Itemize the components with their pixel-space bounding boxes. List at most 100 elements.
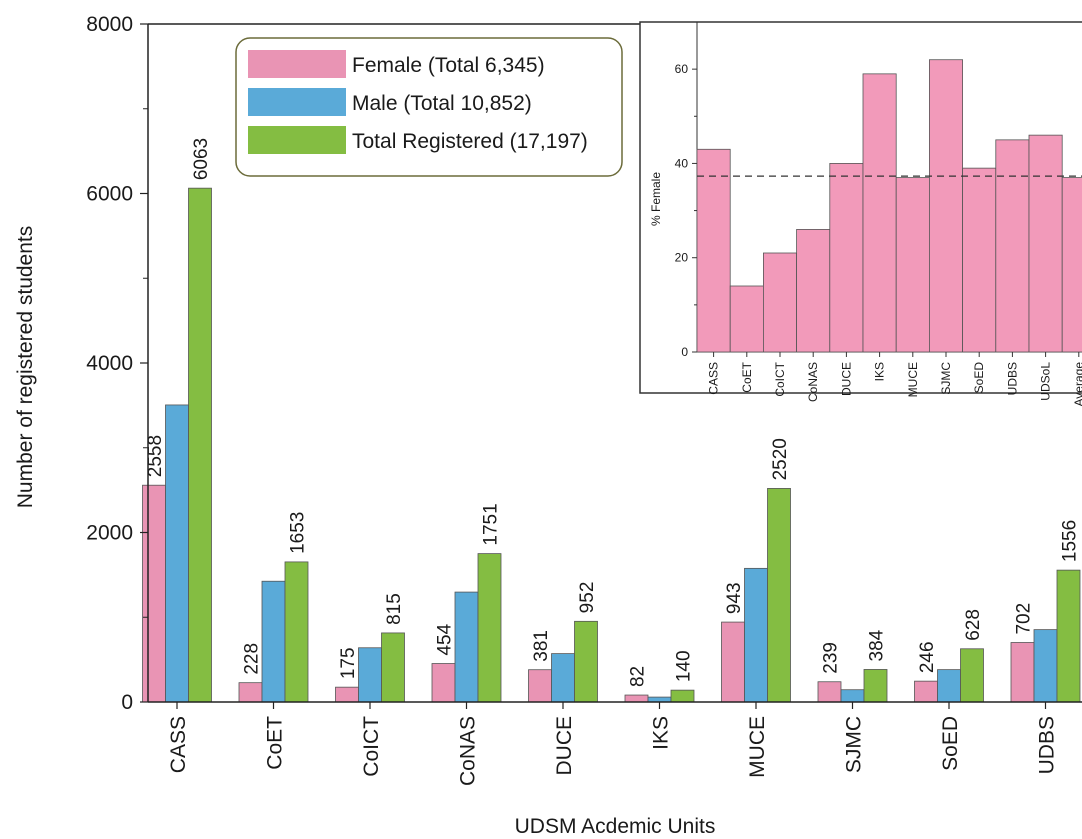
legend-label-2: Total Registered (17,197) — [352, 130, 588, 153]
y-tick-label-2000: 2000 — [86, 522, 133, 545]
bar-female-soed — [914, 680, 938, 703]
data-label-female-duce: 381 — [531, 630, 552, 662]
y-axis-title: Number of registered students — [14, 226, 37, 508]
bar-male-duce — [551, 653, 575, 703]
bar-female-iks — [624, 694, 649, 703]
inset-bar-sjmc — [929, 59, 964, 353]
data-label-female-udbs: 702 — [1014, 603, 1035, 635]
inset-x-tick-label-soed: SoED — [972, 362, 986, 394]
bar-male-coet — [261, 580, 286, 703]
x-tick-label-muce: MUCE — [746, 716, 769, 778]
x-tick-label-udbs: UDBS — [1036, 716, 1059, 774]
bar-male-sjmc — [840, 689, 865, 703]
bar-male-conas — [454, 591, 479, 703]
bar-female-muce — [721, 621, 745, 703]
bar-total-sjmc — [863, 669, 888, 703]
x-tick-label-conas: CoNAS — [457, 716, 480, 786]
inset-x-tick-label-udsol: UDSoL — [1039, 362, 1053, 401]
data-label-total-conas: 1751 — [481, 503, 502, 545]
data-label-total-muce: 2520 — [770, 438, 791, 480]
inset-bar-soed — [962, 167, 997, 353]
data-label-female-iks: 82 — [628, 666, 649, 687]
inset-x-tick-label-coict: CoICT — [773, 361, 787, 396]
y-tick-label-4000: 4000 — [86, 352, 133, 375]
bar-male-cass — [165, 404, 189, 703]
data-label-total-iks: 140 — [674, 650, 695, 682]
bar-female-conas — [431, 663, 456, 703]
inset-x-tick-label-cass: CASS — [707, 362, 721, 395]
inset-bar-average — [1061, 177, 1082, 353]
inset-x-tick-label-sjmc: SJMC — [939, 362, 953, 395]
inset-bar-muce — [895, 177, 930, 353]
inset-y-tick-label-40: 40 — [675, 156, 689, 170]
bar-male-muce — [744, 567, 768, 703]
inset-y-axis-title: % Female — [649, 172, 663, 226]
data-label-female-sjmc: 239 — [821, 642, 842, 674]
data-label-total-sjmc: 384 — [867, 629, 888, 661]
legend: Female (Total 6,345) Male (Total 10,852) T… — [235, 37, 623, 177]
data-label-female-muce: 943 — [724, 582, 745, 614]
bar-total-conas — [477, 553, 502, 703]
inset-x-tick-label-duce: DUCE — [839, 362, 853, 396]
bar-total-duce — [574, 620, 598, 703]
bar-total-coet — [284, 561, 309, 703]
bar-female-sjmc — [817, 681, 842, 703]
data-label-total-soed: 628 — [963, 609, 984, 641]
inset-bar-udsol — [1028, 134, 1063, 353]
bar-male-soed — [937, 669, 961, 703]
inset-x-tick-label-average: Average — [1072, 362, 1082, 407]
bar-total-soed — [960, 648, 984, 703]
x-tick-label-iks: IKS — [650, 716, 673, 750]
x-axis-title: UDSM Acdemic Units — [515, 815, 716, 838]
bar-female-cass — [142, 484, 166, 703]
bar-female-coet — [238, 682, 263, 703]
inset-x-tick-label-muce: MUCE — [906, 362, 920, 397]
data-label-total-duce: 952 — [577, 582, 598, 614]
y-tick-label-8000: 8000 — [86, 13, 133, 36]
data-label-female-soed: 246 — [917, 641, 938, 673]
bar-male-coict — [358, 647, 382, 703]
inset-x-tick-label-iks: IKS — [873, 362, 887, 381]
bar-male-udbs — [1033, 629, 1058, 703]
x-tick-label-coict: CoICT — [360, 716, 383, 777]
data-label-total-udbs: 1556 — [1060, 520, 1081, 562]
main-axes: CASS CoET CoICT CoNAS DUCE IKS MUCE SJMC SoED UDB… — [86, 13, 1082, 786]
inset-y-tick-label-0: 0 — [681, 345, 688, 359]
bar-female-coict — [335, 686, 359, 703]
inset-bar-iks — [862, 73, 897, 353]
bar-total-coict — [381, 632, 405, 703]
bar-total-cass — [188, 187, 212, 703]
data-label-female-coet: 228 — [242, 643, 263, 675]
inset-bar-duce — [829, 163, 864, 353]
data-label-total-coict: 815 — [384, 593, 405, 625]
legend-swatch-2 — [248, 126, 346, 154]
x-tick-label-duce: DUCE — [553, 716, 576, 776]
data-label-female-coict: 175 — [338, 647, 359, 679]
inset-bar-udbs — [995, 139, 1030, 353]
data-label-female-cass: 2558 — [145, 435, 166, 477]
legend-swatch-1 — [248, 88, 346, 116]
y-tick-label-0: 0 — [121, 691, 133, 714]
inset-bar-cass — [696, 148, 731, 353]
inset-bar-coict — [763, 252, 798, 353]
y-tick-label-6000: 6000 — [86, 183, 133, 206]
data-label-female-conas: 454 — [435, 623, 456, 655]
legend-swatch-0 — [248, 50, 346, 78]
x-tick-label-coet: CoET — [264, 716, 287, 770]
bar-female-duce — [528, 669, 552, 703]
inset-x-tick-label-udbs: UDBS — [1005, 362, 1019, 395]
inset-y-tick-label-60: 60 — [675, 62, 689, 76]
inset-bar-coet — [729, 285, 764, 353]
inset-x-tick-label-coet: CoET — [740, 361, 754, 392]
legend-label-1: Male (Total 10,852) — [352, 92, 532, 115]
legend-label-0: Female (Total 6,345) — [352, 54, 545, 77]
bar-female-udbs — [1010, 642, 1035, 703]
x-tick-label-sjmc: SJMC — [843, 716, 866, 773]
inset-x-tick-label-conas: CoNAS — [806, 362, 820, 402]
data-label-total-coet: 1653 — [288, 512, 309, 554]
bar-total-muce — [767, 488, 791, 703]
data-label-total-cass: 6063 — [191, 138, 212, 180]
inset-chart: CASS CoET CoICT CoNAS DUCE IKS MUCE SJMC SoED UDB… — [639, 21, 1082, 407]
inset-bar-conas — [796, 229, 831, 353]
